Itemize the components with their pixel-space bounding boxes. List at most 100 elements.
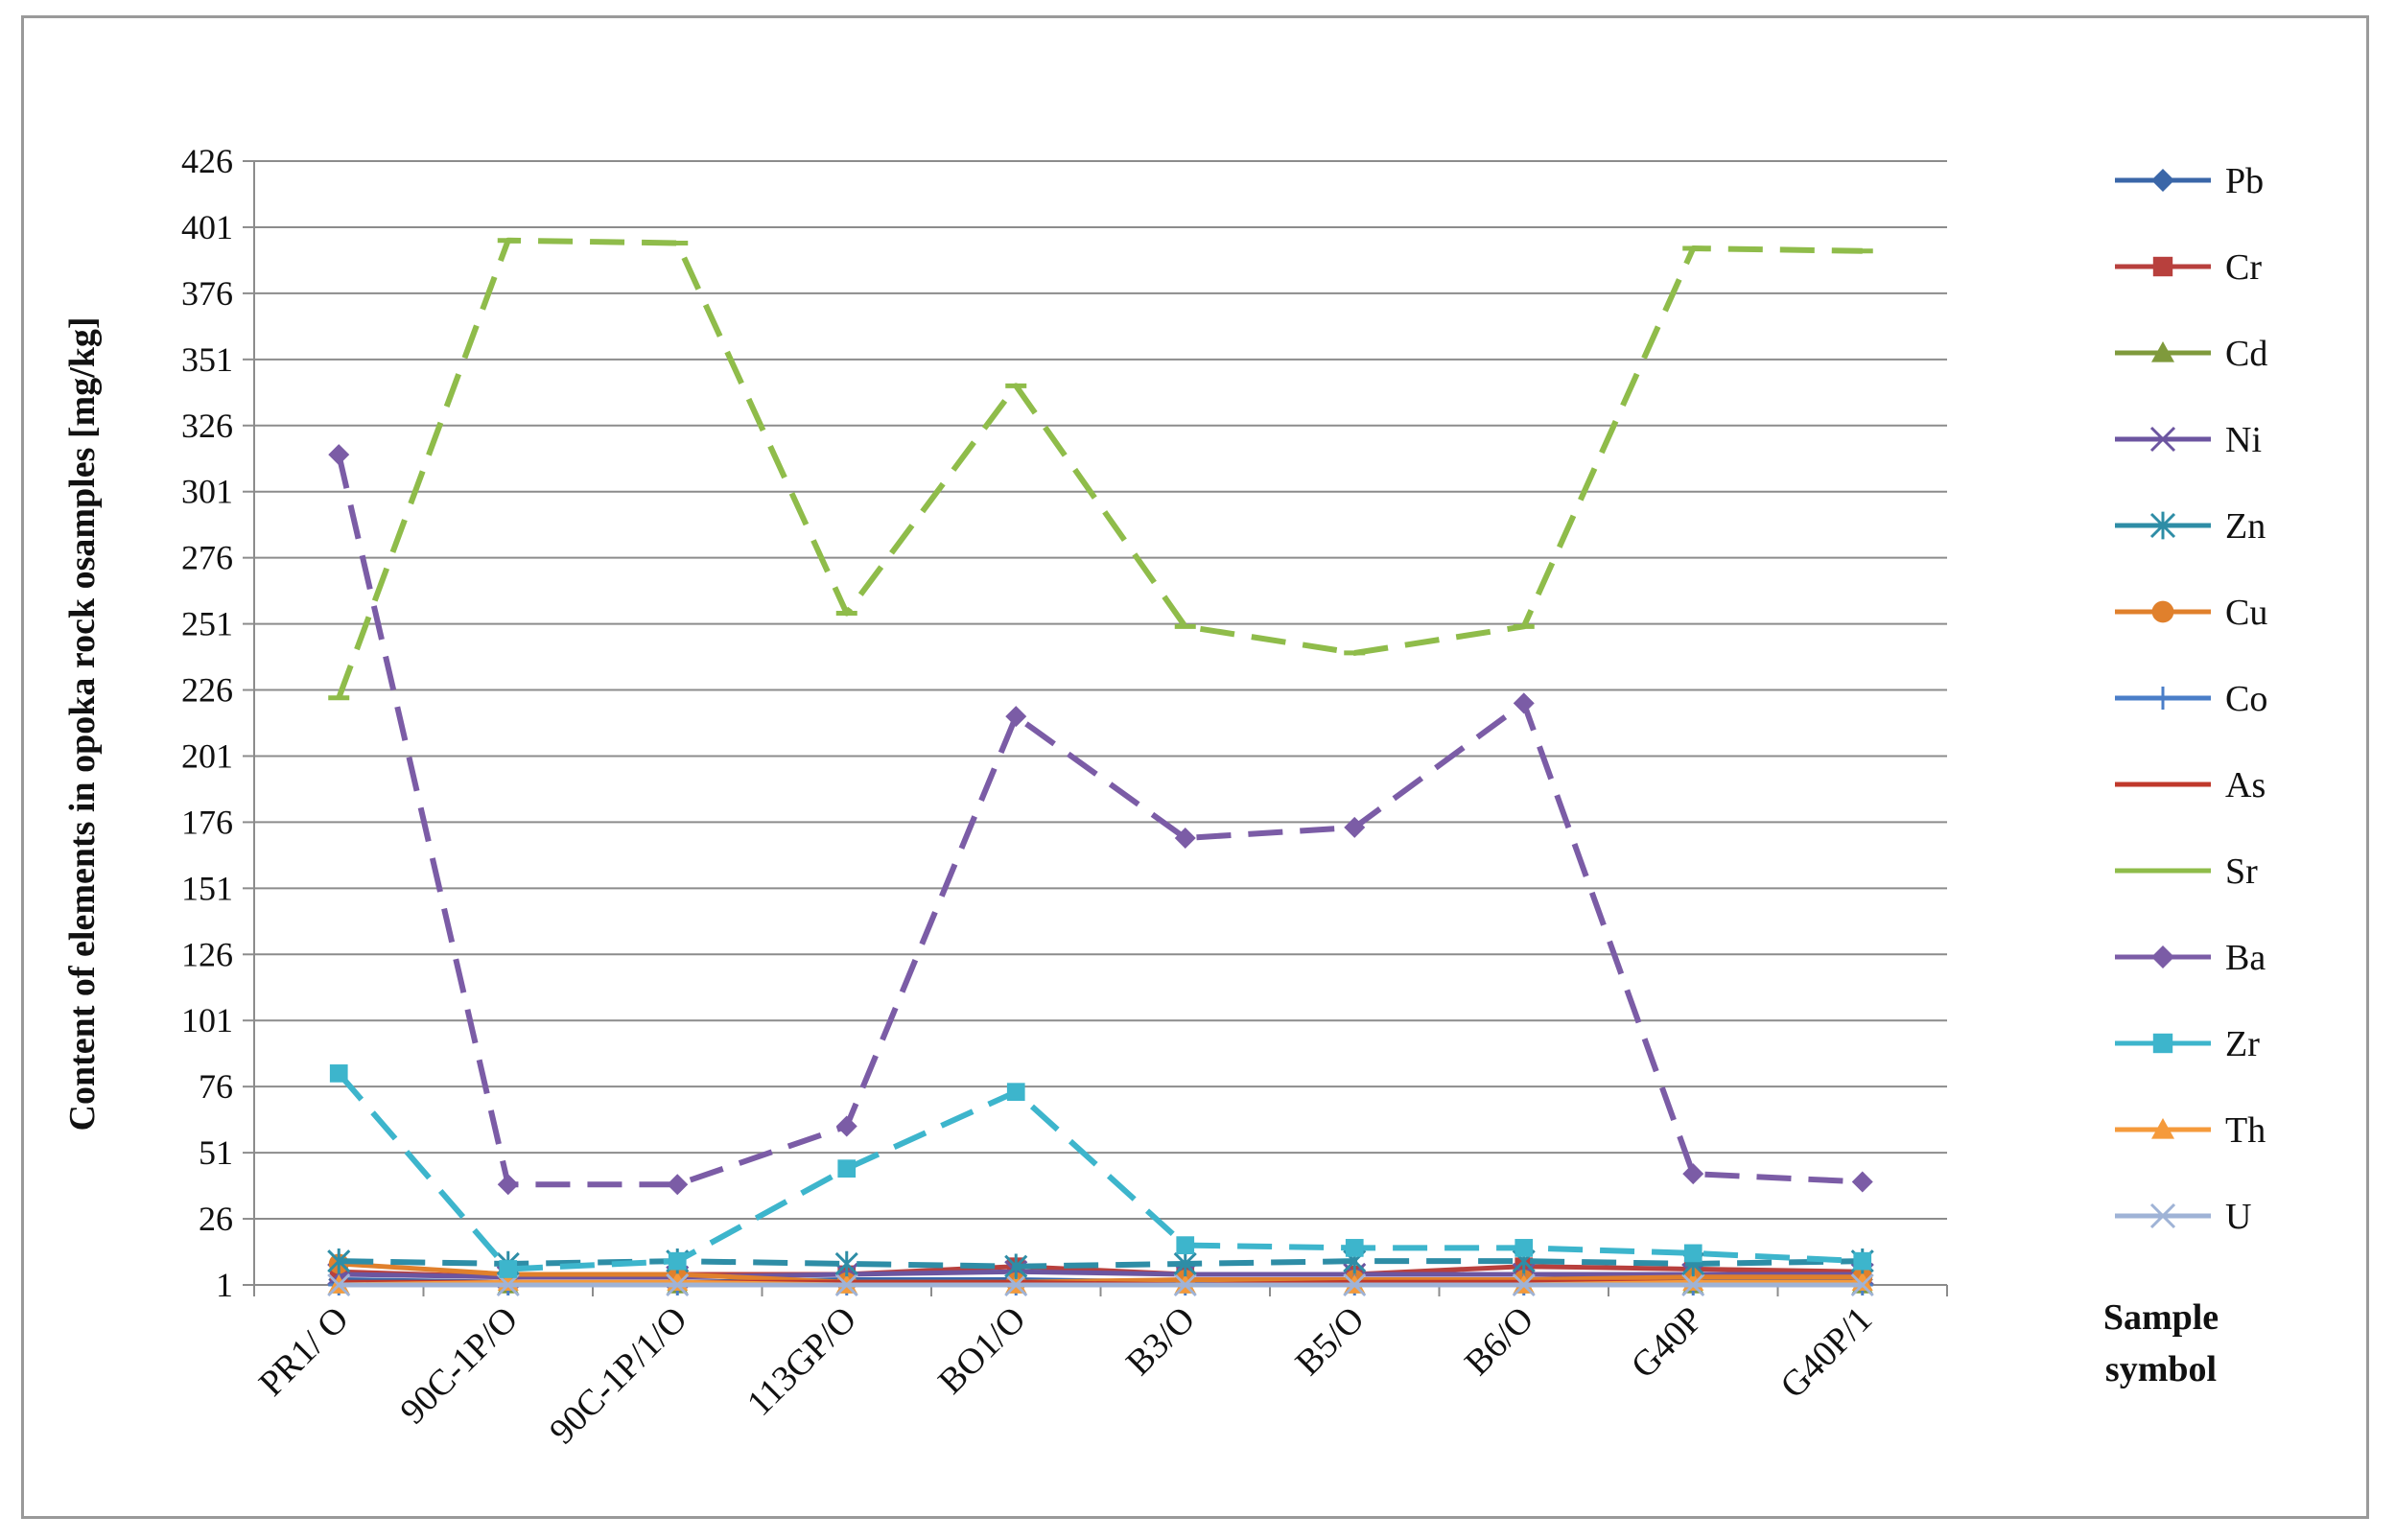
series-ba (328, 444, 1873, 1196)
data-point-zr (1176, 1236, 1195, 1254)
series-lines (327, 237, 1874, 1297)
legend-entry-pb: Pb (2115, 161, 2264, 201)
x-tick-label: 113GP/O (740, 1299, 864, 1424)
x-tick-label: 90C-1P/1/O (542, 1299, 695, 1453)
legend-label: Cu (2225, 593, 2267, 633)
x-tick-label: G40P/1 (1773, 1299, 1880, 1407)
data-point-zr (499, 1260, 518, 1278)
legend-marker (2151, 600, 2174, 623)
data-point-u (834, 1272, 858, 1297)
legend-entry-sr: Sr (2115, 852, 2258, 892)
y-tick-label: 276 (181, 539, 233, 577)
series-zr (329, 1064, 1872, 1278)
legend-entry-cd: Cd (2115, 334, 2267, 374)
y-tick-label: 126 (181, 935, 233, 973)
legend-entry-u: U (2115, 1197, 2251, 1237)
legend-label: Co (2225, 679, 2267, 719)
data-point-zr (1683, 1244, 1702, 1263)
data-point-ba (497, 1174, 519, 1196)
legend-entry-ni: Ni (2115, 420, 2262, 460)
legend-marker (2151, 945, 2174, 968)
y-tick-label: 1 (216, 1266, 233, 1304)
y-tick-label: 426 (181, 142, 233, 180)
x-axis-title: Sample symbol (2103, 1297, 2219, 1389)
legend-label: Ba (2225, 938, 2266, 978)
data-point-zr (329, 1064, 348, 1083)
series-u (327, 1272, 1874, 1297)
y-tick-label: 326 (181, 407, 233, 445)
legend-label: Zr (2225, 1024, 2260, 1064)
data-point-u (327, 1272, 351, 1297)
legend-entry-th: Th (2115, 1110, 2266, 1151)
legend-entry-cu: Cu (2115, 593, 2267, 633)
y-tick-label: 226 (181, 671, 233, 710)
legend-entry-co: Co (2115, 679, 2267, 719)
series-line-zr (336, 1071, 1863, 1272)
x-tick-label: 90C-1P/O (392, 1299, 526, 1433)
legend-label: Pb (2225, 161, 2264, 201)
x-tick-label: PR1/ O (251, 1299, 357, 1405)
legend-label: Zn (2225, 506, 2266, 547)
data-point-zn (1173, 1250, 1197, 1277)
legend-label: U (2225, 1197, 2251, 1237)
data-point-u (1343, 1272, 1367, 1297)
y-tick-label: 151 (181, 869, 233, 907)
data-point-ba (1005, 706, 1027, 728)
data-point-u (1004, 1272, 1028, 1297)
legend-entry-cr: Cr (2115, 247, 2262, 288)
data-point-u (1512, 1272, 1536, 1297)
legend-marker (2151, 687, 2174, 710)
y-tick-label: 376 (181, 274, 233, 313)
legend-marker (2151, 341, 2174, 362)
y-axis-title: Content of elements in opoka rock osampl… (62, 316, 103, 1131)
data-point-ba (328, 444, 350, 466)
legend-marker (2149, 426, 2176, 453)
series-line-zn (339, 1258, 1863, 1270)
y-tick-label: 26 (199, 1200, 233, 1238)
series-line-ba (336, 454, 1863, 1188)
legend-label: Ni (2225, 420, 2262, 460)
data-point-zr (1853, 1251, 1872, 1271)
data-point-ba (1344, 816, 1366, 838)
legend-label: Th (2225, 1110, 2266, 1151)
y-axis-ticks: 1265176101126151176201226251276301326351… (181, 142, 233, 1304)
y-tick-label: 76 (199, 1067, 233, 1106)
data-point-u (666, 1272, 690, 1297)
x-tick-label: B5/O (1288, 1299, 1373, 1384)
legend-entry-zn: Zn (2115, 506, 2266, 547)
legend-marker (2152, 1033, 2173, 1054)
data-point-zr (837, 1159, 857, 1178)
y-tick-label: 351 (181, 340, 233, 379)
data-point-zn (834, 1250, 858, 1277)
y-tick-label: 176 (181, 803, 233, 841)
legend-label: Sr (2225, 852, 2258, 892)
y-tick-label: 301 (181, 473, 233, 511)
x-tick-label: BO1/O (930, 1299, 1033, 1402)
gridlines (243, 160, 1948, 1296)
legend: Pb Cr Cd Ni Zn Cu Co As Sr Ba Zr Th U (2115, 161, 2267, 1237)
series-line-cu (339, 1261, 1863, 1285)
series-line-ni (339, 1269, 1863, 1280)
legend-marker (2149, 1202, 2176, 1229)
y-tick-label: 101 (181, 1001, 233, 1039)
x-tick-label: B3/O (1118, 1299, 1203, 1384)
legend-entry-ba: Ba (2115, 938, 2266, 978)
data-point-u (1681, 1272, 1705, 1297)
legend-marker (2149, 511, 2176, 540)
legend-label: As (2225, 765, 2266, 805)
data-point-u (1173, 1272, 1197, 1297)
data-point-zn (327, 1248, 351, 1274)
data-point-u (1850, 1272, 1874, 1297)
data-point-zr (668, 1251, 687, 1271)
data-point-zn (1004, 1253, 1028, 1279)
x-axis-ticks: PR1/ O 90C-1P/O 90C-1P/1/O 113GP/O BO1/O B3/O… (251, 1299, 1880, 1453)
y-tick-label: 51 (199, 1133, 233, 1172)
legend-marker (2152, 256, 2173, 277)
data-point-ba (1174, 827, 1196, 849)
data-point-zr (1006, 1083, 1025, 1102)
data-point-ba (1851, 1171, 1873, 1193)
legend-entry-zr: Zr (2115, 1024, 2260, 1064)
data-point-ba (835, 1115, 857, 1137)
y-tick-label: 401 (181, 208, 233, 246)
